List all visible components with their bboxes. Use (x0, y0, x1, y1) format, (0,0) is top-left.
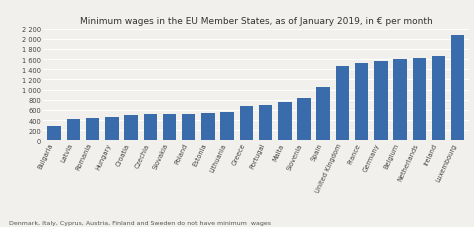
Bar (124, 115, 138, 141)
Bar (259, 105, 272, 141)
Bar (451, 36, 465, 141)
Bar (355, 64, 368, 141)
Bar (163, 114, 176, 141)
Bar (432, 57, 445, 141)
Bar (47, 126, 61, 141)
Bar (336, 67, 349, 141)
Text: Denmark, Italy, Cyprus, Austria, Finland and Sweden do not have minimum  wages: Denmark, Italy, Cyprus, Austria, Finland… (9, 220, 272, 225)
Bar (412, 59, 426, 141)
Bar (297, 98, 311, 141)
Title: Minimum wages in the EU Member States, as of January 2019, in € per month: Minimum wages in the EU Member States, a… (80, 17, 432, 26)
Bar (220, 113, 234, 141)
Bar (317, 88, 330, 141)
Bar (374, 62, 388, 141)
Bar (182, 114, 195, 141)
Bar (105, 117, 118, 141)
Bar (144, 114, 157, 141)
Bar (86, 118, 100, 141)
Bar (201, 114, 215, 141)
Bar (67, 119, 80, 141)
Bar (240, 106, 253, 141)
Bar (278, 102, 292, 141)
Bar (393, 60, 407, 141)
